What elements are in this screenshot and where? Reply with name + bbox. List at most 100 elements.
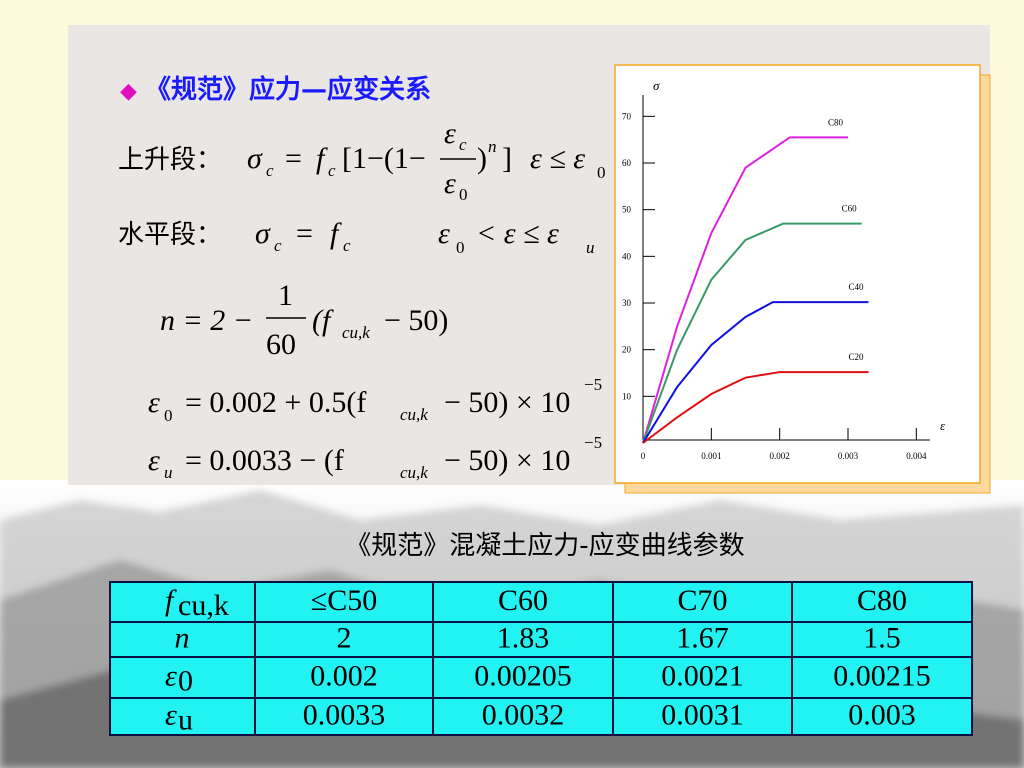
x-tick-label: 0.001	[701, 451, 721, 461]
table-value: 1.5	[863, 622, 901, 655]
formula-sub: u	[164, 463, 173, 482]
formula-horizontal: 水平段： σ c = f c ε 0 < ε ≤ ε u	[118, 217, 595, 257]
table-value: 0.0032	[482, 699, 565, 732]
formula-text: 1	[278, 279, 293, 312]
table-cell	[612, 581, 793, 623]
formula-label: 水平段：	[118, 220, 222, 250]
formula-sub: 0	[456, 238, 465, 257]
formula-rising: 上升段： σ c = f c [1−(1− ε c ε 0 ) n ] ε ≤ …	[118, 117, 606, 204]
table-value: C70	[677, 584, 727, 617]
table-value: 0.0033	[303, 699, 386, 732]
x-tick-label: 0	[641, 451, 646, 461]
formula-text: − 50) × 10	[444, 386, 570, 419]
y-tick-label: 20	[622, 345, 632, 355]
formula-text: n = 2 −	[160, 304, 253, 337]
y-tick-label: 30	[622, 298, 632, 308]
row-symbol-sub: u	[178, 704, 193, 737]
table-cell	[254, 697, 434, 736]
formula-text: 60	[266, 328, 296, 361]
row-symbol: n	[175, 622, 190, 655]
table-value: C80	[857, 584, 907, 617]
formula-text: σ	[255, 217, 271, 250]
table-value: 0.00205	[474, 660, 572, 693]
formula-label: 上升段：	[118, 145, 222, 175]
x-tick-label: 0.002	[770, 451, 790, 461]
formula-text: ε	[438, 217, 450, 250]
table-value: 2	[337, 622, 352, 655]
table-cell	[254, 656, 434, 699]
formula-text: (f	[312, 304, 334, 337]
formula-sub: c	[459, 135, 467, 154]
formula-text: ε	[444, 117, 456, 150]
table-value: 0.00215	[833, 660, 931, 693]
series-label: C80	[828, 117, 844, 127]
series-line	[642, 301, 869, 444]
y-tick-label: 60	[622, 158, 632, 168]
formula-text: − 50)	[384, 304, 448, 337]
table-value: ≤C50	[311, 584, 377, 617]
formula-sub: c	[328, 161, 336, 180]
series-label: C20	[849, 352, 865, 362]
row-symbol-sub: cu,k	[178, 589, 229, 622]
row-symbol: ε	[165, 660, 177, 693]
formula-sub: u	[586, 238, 595, 257]
series-label: C60	[842, 204, 858, 214]
row-symbol: ε	[165, 699, 177, 732]
x-tick-label: 0.003	[838, 451, 859, 461]
formula-text: ε	[148, 444, 160, 477]
y-axis-label: σ	[653, 78, 660, 93]
formula-text: )	[477, 142, 487, 175]
formula-epsu: ε u = 0.0033 − (f cu,k − 50) × 10 −5	[148, 433, 602, 482]
table-cell	[109, 581, 256, 623]
formula-text: =	[296, 217, 313, 250]
y-tick-label: 40	[622, 251, 632, 261]
formula-text: = 0.0033 − (f	[185, 444, 344, 477]
formula-sub: cu,k	[400, 405, 428, 424]
table-cell	[791, 621, 973, 658]
table-cell	[432, 697, 614, 736]
formula-text: − 50) × 10	[444, 444, 570, 477]
table-value: 0.0021	[661, 660, 744, 693]
formula-text: =	[285, 142, 302, 175]
y-tick-label: 50	[622, 205, 632, 215]
formula-text: ε	[444, 167, 456, 200]
series-line	[642, 371, 869, 444]
row-symbol-sub: 0	[178, 665, 193, 698]
table-value: 1.83	[497, 622, 550, 655]
series-line	[642, 136, 848, 444]
table-cell	[612, 697, 793, 736]
table-cell	[791, 656, 973, 699]
y-tick-label: 70	[622, 111, 632, 121]
formula-sub: c	[266, 161, 274, 180]
formula-text: ε	[148, 386, 160, 419]
formula-sup: −5	[584, 433, 602, 452]
chart-frame	[614, 64, 981, 484]
y-tick-label: 10	[622, 391, 632, 401]
formula-sub: cu,k	[400, 463, 428, 482]
table-cell	[432, 656, 614, 699]
formula-text: [1−(1−	[342, 142, 426, 175]
formula-sub: 0	[597, 163, 606, 182]
table-value: C60	[498, 584, 548, 617]
formula-sub: c	[343, 236, 351, 255]
formula-sub: 0	[164, 406, 173, 425]
table-value: 1.67	[676, 622, 729, 655]
formula-text: = 0.002 + 0.5(f	[185, 386, 366, 419]
formula-sub: cu,k	[342, 323, 370, 342]
chart: σ ε 10 20 30 40 50 60 70 0 0.001 0.002 0.003 0.004 C…	[622, 78, 946, 461]
formula-sub: 0	[459, 185, 468, 204]
formula-condition: ε ≤ ε	[530, 142, 585, 175]
bullet: ◆	[120, 78, 137, 103]
table-cell	[791, 581, 973, 623]
formula-n: n = 2 − 1 60 (f cu,k − 50)	[160, 279, 448, 361]
table-value: 0.002	[310, 660, 378, 693]
series-label: C40	[849, 282, 865, 292]
table-caption: 《规范》混凝土应力-应变曲线参数	[345, 531, 744, 561]
formula-eps0: ε 0 = 0.002 + 0.5(f cu,k − 50) × 10 −5	[148, 375, 602, 425]
x-axis-label: ε	[940, 418, 946, 433]
formula-sup: −5	[584, 375, 602, 394]
table-value: 0.0031	[661, 699, 744, 732]
title: 《规范》应力—应变关系	[145, 74, 431, 105]
